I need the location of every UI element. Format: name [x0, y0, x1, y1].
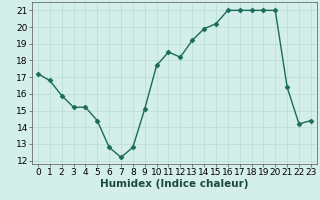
X-axis label: Humidex (Indice chaleur): Humidex (Indice chaleur): [100, 179, 249, 189]
